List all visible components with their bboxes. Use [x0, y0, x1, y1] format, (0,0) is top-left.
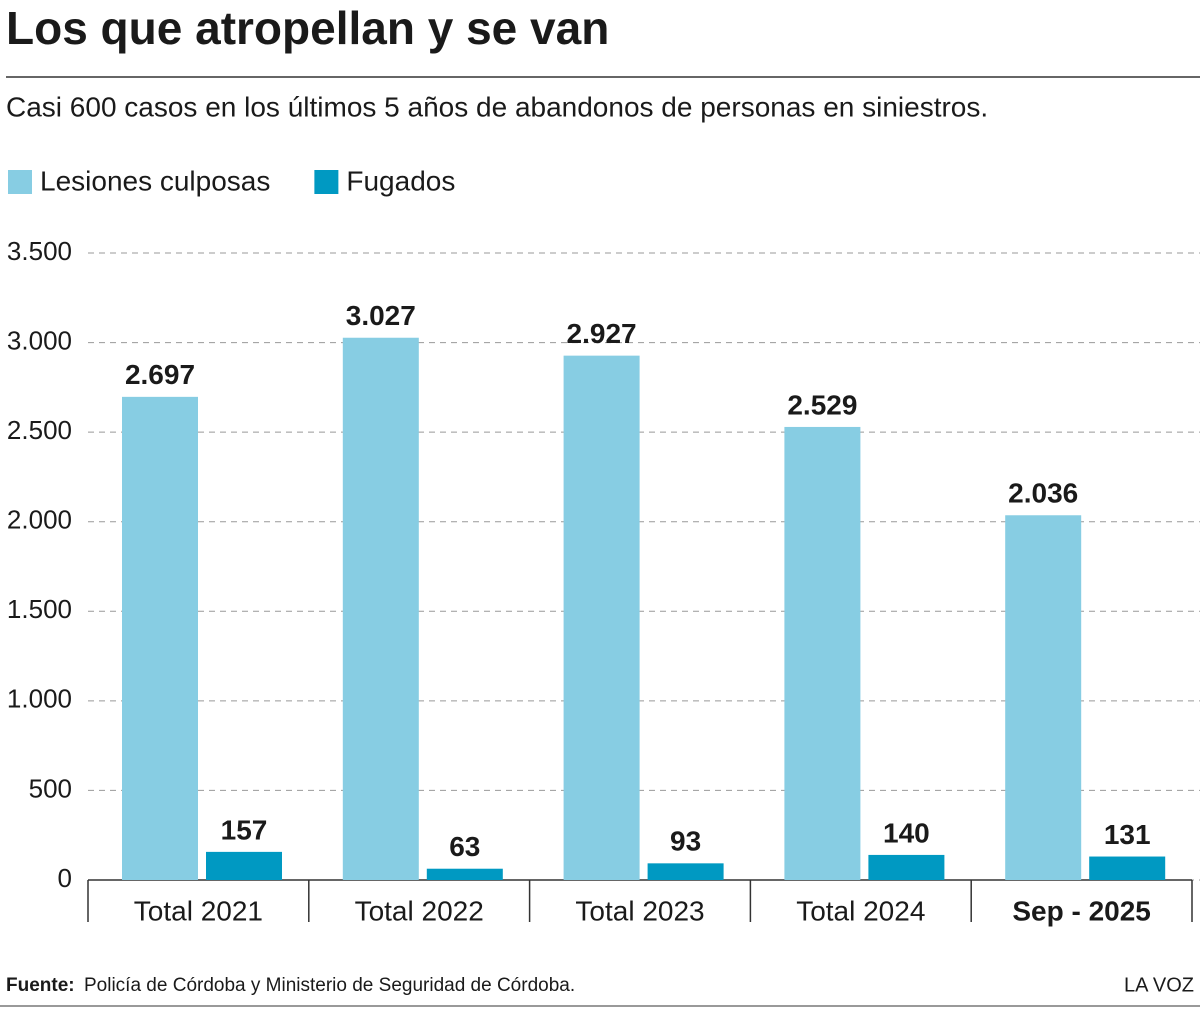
x-tick-label: Total 2024: [796, 895, 925, 926]
legend-label: Lesiones culposas: [40, 165, 270, 196]
legend-swatch: [8, 170, 32, 194]
bar: [206, 851, 282, 880]
value-label: 2.697: [125, 359, 195, 390]
bar: [426, 868, 503, 880]
y-tick-label: 2.500: [7, 415, 72, 445]
bar: [647, 863, 724, 880]
chart-title: Los que atropellan y se van: [6, 2, 609, 54]
y-tick-label: 2.000: [7, 505, 72, 535]
bar: [868, 854, 945, 880]
y-tick-label: 3.500: [7, 236, 72, 266]
bar: [342, 337, 419, 880]
bar: [1089, 856, 1166, 880]
value-label: 131: [1104, 819, 1151, 850]
chart-subtitle: Casi 600 casos en los últimos 5 años de …: [6, 91, 988, 122]
value-label: 3.027: [346, 300, 416, 331]
y-tick-label: 1.500: [7, 594, 72, 624]
y-tick-label: 500: [29, 773, 72, 803]
value-label: 63: [449, 831, 480, 862]
y-tick-label: 0: [58, 863, 72, 893]
value-label: 2.529: [787, 389, 857, 420]
bar: [122, 396, 198, 880]
value-label: 140: [883, 817, 930, 848]
value-label: 2.036: [1008, 478, 1078, 509]
source: Policía de Córdoba y Ministerio de Segur…: [84, 975, 575, 996]
value-label: 2.927: [567, 318, 637, 349]
legend-label: Fugados: [346, 165, 455, 196]
x-tick-label: Total 2021: [134, 895, 263, 926]
source-label: Fuente:: [6, 975, 75, 996]
bar: [1005, 515, 1082, 880]
bar: [784, 426, 861, 880]
brand: LA VOZ: [1124, 974, 1194, 996]
x-tick-label: Sep - 2025: [1012, 895, 1151, 926]
value-label: 93: [670, 826, 701, 857]
x-tick-label: Total 2022: [355, 895, 484, 926]
x-tick-label: Total 2023: [575, 895, 704, 926]
y-tick-label: 1.000: [7, 684, 72, 714]
bar: [563, 355, 640, 880]
value-label: 157: [221, 814, 268, 845]
y-tick-label: 3.000: [7, 325, 72, 355]
legend-swatch: [314, 170, 339, 194]
